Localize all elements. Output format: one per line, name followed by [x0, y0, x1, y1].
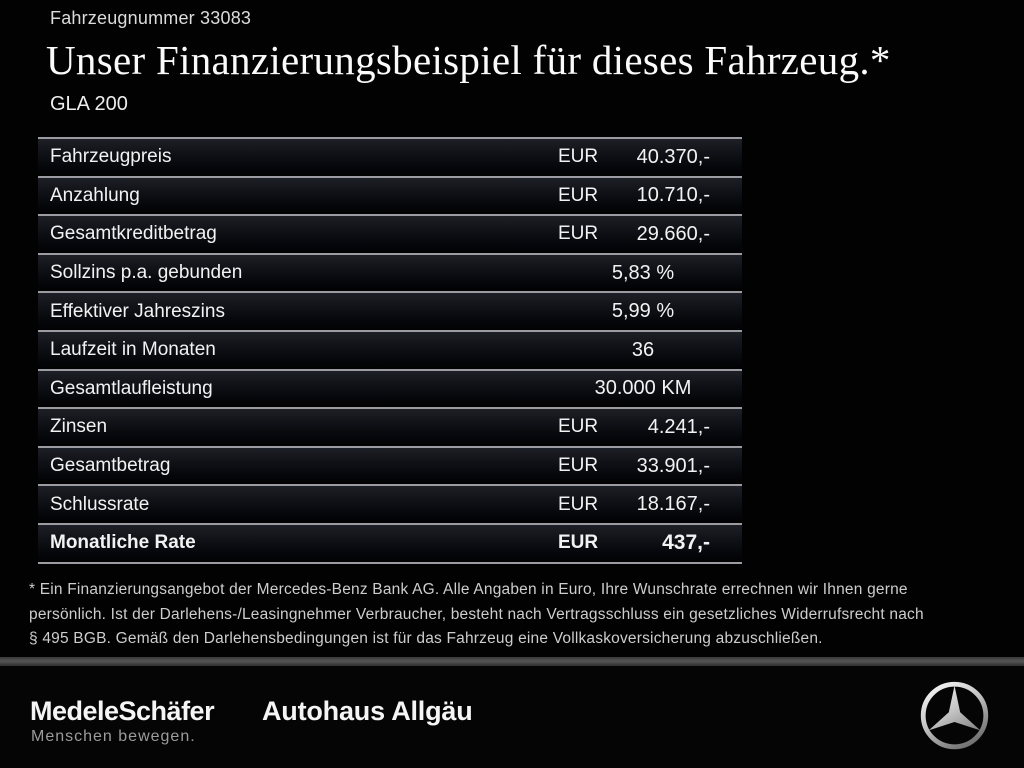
table-row-schlussrate: Schlussrate EUR 18.167,- [38, 484, 742, 523]
row-value: 5,83 % [611, 261, 675, 284]
page-title: Unser Finanzierungsbeispiel für dieses F… [46, 37, 891, 83]
dealer-logo-autohaus-allgaeu: Autohaus Allgäu [262, 696, 473, 726]
row-value-area: 30.000 KM [558, 377, 742, 400]
row-label: Gesamtlaufleistung [50, 377, 213, 399]
footer: MedeleSchäfer Menschen bewegen. Autohaus… [0, 666, 1024, 768]
row-label: Zinsen [50, 416, 108, 438]
row-currency: EUR [558, 184, 599, 206]
row-label: Fahrzeugpreis [50, 146, 172, 168]
row-value: 437,- [662, 531, 710, 555]
row-value: 5,99 % [611, 300, 675, 323]
table-row-laufzeit: Laufzeit in Monaten 36 [38, 329, 742, 369]
row-value-area: 5,83 % [558, 262, 742, 285]
row-value-area: 5,99 % [558, 300, 742, 323]
row-value-area: EUR 18.167,- [558, 493, 742, 516]
table-row-fahrzeugpreis: Fahrzeugpreis EUR 40.370,- [38, 137, 742, 176]
row-value: 40.370,- [636, 145, 710, 168]
row-value: 4.241,- [647, 415, 710, 438]
finance-table: Fahrzeugpreis EUR 40.370,- Anzahlung EUR… [38, 137, 742, 564]
table-row-effektiver-jahreszins: Effektiver Jahreszins 5,99 % [38, 291, 742, 330]
table-row-zinsen: Zinsen EUR 4.241,- [38, 407, 742, 446]
row-value-area: 36 [558, 339, 742, 362]
row-currency: EUR [558, 223, 599, 245]
footnote-line: persönlich. Ist der Darlehens-/Leasingne… [29, 605, 924, 623]
row-value: 33.901,- [636, 454, 710, 477]
row-value-area: EUR 29.660,- [558, 223, 742, 246]
table-row-sollzins: Sollzins p.a. gebunden 5,83 % [38, 252, 742, 292]
row-value: 10.710,- [636, 184, 710, 207]
footer-divider [0, 657, 1024, 666]
row-value: 18.167,- [636, 493, 710, 516]
table-row-gesamtbetrag: Gesamtbetrag EUR 33.901,- [38, 445, 742, 485]
row-currency: EUR [558, 532, 599, 554]
row-label: Schlussrate [50, 493, 150, 515]
vehicle-number: Fahrzeugnummer 33083 [50, 8, 252, 28]
dealer-logo-medele-schaefer: MedeleSchäfer [30, 696, 215, 726]
row-label: Gesamtbetrag [50, 455, 171, 477]
row-value-area: EUR 10.710,- [558, 184, 742, 207]
row-label: Sollzins p.a. gebunden [50, 262, 243, 284]
row-label: Gesamtkreditbetrag [50, 223, 217, 245]
row-value-area: EUR 33.901,- [558, 455, 742, 478]
table-row-gesamtkreditbetrag: Gesamtkreditbetrag EUR 29.660,- [38, 214, 742, 253]
table-row-anzahlung: Anzahlung EUR 10.710,- [38, 175, 742, 215]
row-value-area: EUR 4.241,- [558, 416, 742, 439]
table-row-gesamtlaufleistung: Gesamtlaufleistung 30.000 KM [38, 368, 742, 408]
mercedes-star-icon [920, 681, 989, 750]
footnote: * Ein Finanzierungsangebot der Mercedes-… [29, 578, 989, 652]
row-label: Effektiver Jahreszins [50, 300, 225, 322]
row-value: 30.000 KM [594, 377, 692, 400]
row-value-area: EUR 40.370,- [558, 146, 742, 169]
footnote-line: * Ein Finanzierungsangebot der Mercedes-… [29, 581, 908, 598]
vehicle-model: GLA 200 [50, 93, 128, 115]
table-row-monatliche-rate: Monatliche Rate EUR 437,- [38, 522, 742, 562]
row-label: Anzahlung [50, 184, 140, 206]
row-value: 29.660,- [636, 222, 710, 245]
row-label: Laufzeit in Monaten [50, 339, 216, 361]
footnote-line: § 495 BGB. Gemäß den Darlehensbedingunge… [29, 630, 823, 647]
row-currency: EUR [558, 493, 599, 515]
dealer-tagline: Menschen bewegen. [31, 728, 196, 745]
row-value: 36 [631, 338, 655, 361]
row-label: Monatliche Rate [50, 532, 196, 554]
row-value-area: EUR 437,- [558, 531, 742, 555]
row-currency: EUR [558, 416, 599, 438]
row-currency: EUR [558, 146, 599, 168]
row-currency: EUR [558, 455, 599, 477]
